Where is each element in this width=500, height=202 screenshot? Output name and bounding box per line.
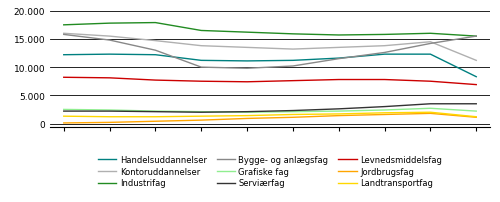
Legend: Handelsuddannelser, Kontoruddannelser, Industrifag, Bygge- og anlægsfag, Grafisk: Handelsuddannelser, Kontoruddannelser, I…: [96, 153, 444, 189]
